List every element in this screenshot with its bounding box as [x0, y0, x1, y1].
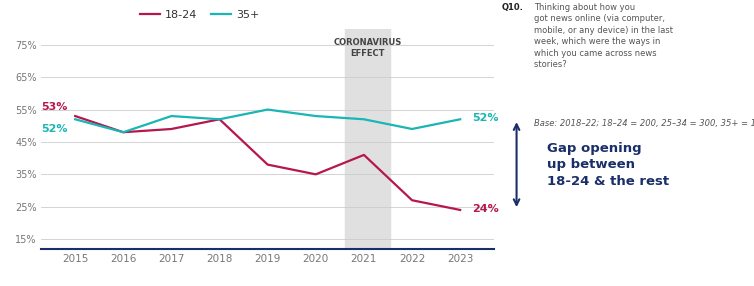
Legend: 18-24, 35+: 18-24, 35+ — [135, 5, 265, 24]
Text: 52%: 52% — [472, 113, 498, 123]
Text: Thinking about how you
got news online (via computer,
mobile, or any device) in : Thinking about how you got news online (… — [535, 3, 673, 69]
Bar — [345, 29, 391, 249]
Text: 52%: 52% — [41, 124, 68, 134]
Text: Gap opening
up between
18-24 & the rest: Gap opening up between 18-24 & the rest — [547, 142, 669, 188]
Text: 24%: 24% — [472, 204, 499, 214]
Text: CORONAVIRUS
EFFECT: CORONAVIRUS EFFECT — [334, 38, 402, 58]
Text: Q10.: Q10. — [501, 3, 523, 12]
Text: Base: 2018–22; 18–24 = 200, 25–34 = 300, 35+ = 1500.: Base: 2018–22; 18–24 = 200, 25–34 = 300,… — [535, 119, 754, 128]
Text: 53%: 53% — [41, 102, 68, 112]
